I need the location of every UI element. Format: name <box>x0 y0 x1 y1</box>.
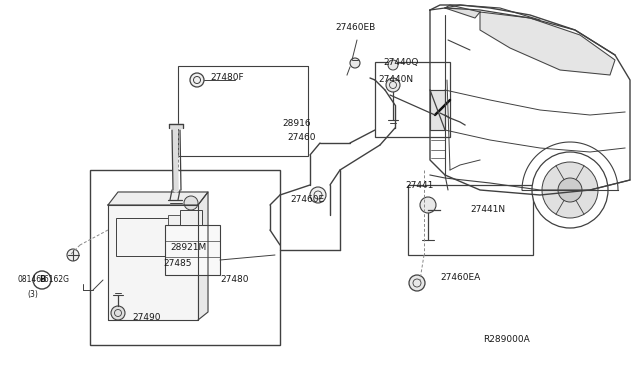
Bar <box>116 218 171 256</box>
Bar <box>165 225 220 275</box>
Bar <box>90 170 280 345</box>
Text: 27460E: 27460E <box>290 196 324 205</box>
Polygon shape <box>480 12 615 75</box>
Circle shape <box>350 58 360 68</box>
Text: (3): (3) <box>27 289 38 298</box>
Bar <box>375 62 450 137</box>
Circle shape <box>388 60 398 70</box>
Polygon shape <box>445 5 480 18</box>
Text: 27440N: 27440N <box>378 76 413 84</box>
Text: 28921M: 28921M <box>170 244 206 253</box>
Bar <box>178 66 308 156</box>
Circle shape <box>558 178 582 202</box>
Polygon shape <box>108 205 198 320</box>
Circle shape <box>190 73 204 87</box>
Text: 27460EA: 27460EA <box>440 273 480 282</box>
Polygon shape <box>198 192 208 320</box>
Circle shape <box>310 187 326 203</box>
Text: 27441N: 27441N <box>470 205 505 215</box>
Bar <box>408 185 533 255</box>
Text: 27460EB: 27460EB <box>335 23 375 32</box>
Text: B: B <box>39 276 45 285</box>
Circle shape <box>420 197 436 213</box>
Text: 27440Q: 27440Q <box>383 58 419 67</box>
Text: 27480: 27480 <box>220 276 248 285</box>
Circle shape <box>542 162 598 218</box>
Polygon shape <box>430 90 445 130</box>
Polygon shape <box>108 192 208 205</box>
Circle shape <box>184 196 198 210</box>
Text: 27480F: 27480F <box>210 74 244 83</box>
Text: 27485: 27485 <box>163 259 191 267</box>
Text: 27441: 27441 <box>405 180 433 189</box>
Circle shape <box>386 78 400 92</box>
Bar <box>180 210 202 225</box>
Bar <box>168 215 193 235</box>
Circle shape <box>532 152 608 228</box>
Text: R289000A: R289000A <box>483 336 530 344</box>
Text: 08146-6162G: 08146-6162G <box>18 276 70 285</box>
Text: 27490: 27490 <box>132 312 161 321</box>
Circle shape <box>111 306 125 320</box>
Text: 28916: 28916 <box>282 119 310 128</box>
Polygon shape <box>169 124 183 128</box>
Text: 27460: 27460 <box>287 132 316 141</box>
Circle shape <box>409 275 425 291</box>
Circle shape <box>67 249 79 261</box>
